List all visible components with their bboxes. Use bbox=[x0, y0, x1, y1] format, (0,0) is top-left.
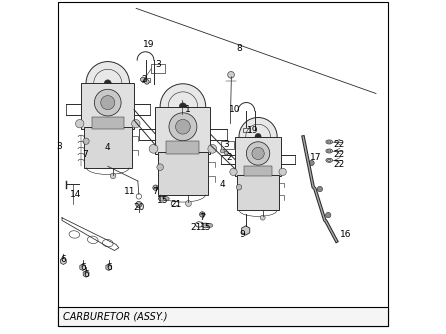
Circle shape bbox=[309, 160, 314, 166]
Bar bbox=[142, 78, 149, 82]
Circle shape bbox=[176, 119, 190, 134]
Circle shape bbox=[179, 103, 186, 110]
Text: 4: 4 bbox=[219, 180, 225, 189]
Circle shape bbox=[110, 173, 116, 179]
Text: 20: 20 bbox=[133, 203, 145, 212]
Text: 21: 21 bbox=[190, 223, 201, 232]
Text: 7: 7 bbox=[153, 187, 158, 195]
Circle shape bbox=[246, 142, 270, 165]
Circle shape bbox=[104, 80, 112, 87]
Text: 22: 22 bbox=[334, 160, 345, 169]
Text: 4: 4 bbox=[105, 143, 111, 152]
Ellipse shape bbox=[326, 158, 333, 162]
Circle shape bbox=[75, 120, 84, 128]
Circle shape bbox=[326, 212, 331, 218]
Circle shape bbox=[255, 134, 261, 140]
Circle shape bbox=[200, 212, 205, 217]
Text: 2: 2 bbox=[226, 153, 232, 162]
Text: 21: 21 bbox=[170, 200, 181, 209]
Text: 3: 3 bbox=[223, 140, 228, 149]
Bar bbox=[244, 166, 272, 176]
Circle shape bbox=[236, 184, 242, 190]
Text: 3: 3 bbox=[155, 60, 161, 68]
Circle shape bbox=[132, 120, 140, 128]
Circle shape bbox=[149, 144, 158, 153]
Bar bbox=[84, 127, 132, 168]
Circle shape bbox=[145, 79, 149, 84]
Bar bbox=[166, 142, 199, 154]
Text: 7: 7 bbox=[199, 213, 205, 222]
Text: 2: 2 bbox=[142, 75, 147, 84]
Circle shape bbox=[157, 164, 163, 170]
Bar bbox=[237, 175, 279, 210]
Circle shape bbox=[140, 77, 145, 82]
Text: 6: 6 bbox=[61, 256, 66, 264]
Text: CARBURETOR (ASSY.): CARBURETOR (ASSY.) bbox=[63, 312, 167, 322]
Bar bbox=[151, 64, 165, 73]
Circle shape bbox=[239, 118, 277, 156]
Bar bbox=[235, 137, 281, 176]
Circle shape bbox=[101, 96, 115, 110]
Circle shape bbox=[208, 144, 217, 153]
Circle shape bbox=[230, 168, 237, 176]
Circle shape bbox=[279, 168, 286, 176]
Bar bbox=[82, 84, 134, 129]
Text: 10: 10 bbox=[229, 105, 240, 114]
Text: 19: 19 bbox=[143, 40, 155, 48]
Bar bbox=[158, 152, 208, 195]
Text: 3: 3 bbox=[56, 143, 62, 151]
Bar bbox=[243, 128, 250, 132]
Text: 15: 15 bbox=[200, 223, 211, 232]
Text: 6: 6 bbox=[106, 264, 112, 272]
Circle shape bbox=[227, 71, 234, 78]
Bar bbox=[92, 117, 124, 129]
Circle shape bbox=[260, 215, 265, 220]
Text: 1: 1 bbox=[185, 105, 191, 114]
Circle shape bbox=[86, 61, 129, 105]
Text: 7: 7 bbox=[83, 150, 88, 159]
Bar bbox=[155, 107, 211, 154]
Circle shape bbox=[252, 147, 264, 160]
Ellipse shape bbox=[202, 223, 209, 228]
Text: 17: 17 bbox=[310, 153, 322, 162]
Ellipse shape bbox=[326, 140, 333, 144]
Text: 22: 22 bbox=[334, 140, 345, 149]
Text: 8: 8 bbox=[236, 44, 242, 53]
Circle shape bbox=[169, 113, 197, 141]
Circle shape bbox=[317, 186, 322, 192]
Circle shape bbox=[220, 149, 224, 153]
Text: 19: 19 bbox=[247, 127, 258, 135]
Ellipse shape bbox=[326, 149, 333, 153]
Text: 15: 15 bbox=[157, 196, 168, 205]
Bar bbox=[58, 307, 388, 326]
Bar bbox=[221, 141, 234, 149]
Ellipse shape bbox=[206, 223, 213, 227]
Ellipse shape bbox=[158, 196, 166, 201]
Text: 14: 14 bbox=[70, 190, 81, 199]
Text: 16: 16 bbox=[340, 230, 351, 239]
Circle shape bbox=[95, 89, 121, 116]
Circle shape bbox=[83, 138, 89, 144]
Circle shape bbox=[160, 84, 206, 129]
Text: 9: 9 bbox=[240, 230, 245, 239]
Circle shape bbox=[186, 201, 191, 206]
Text: 22: 22 bbox=[334, 150, 345, 159]
Text: 6: 6 bbox=[84, 270, 90, 279]
Circle shape bbox=[136, 201, 142, 207]
Ellipse shape bbox=[163, 197, 169, 201]
Circle shape bbox=[224, 151, 228, 155]
Circle shape bbox=[153, 185, 158, 190]
Text: 11: 11 bbox=[124, 187, 136, 195]
Text: 6: 6 bbox=[81, 264, 86, 272]
